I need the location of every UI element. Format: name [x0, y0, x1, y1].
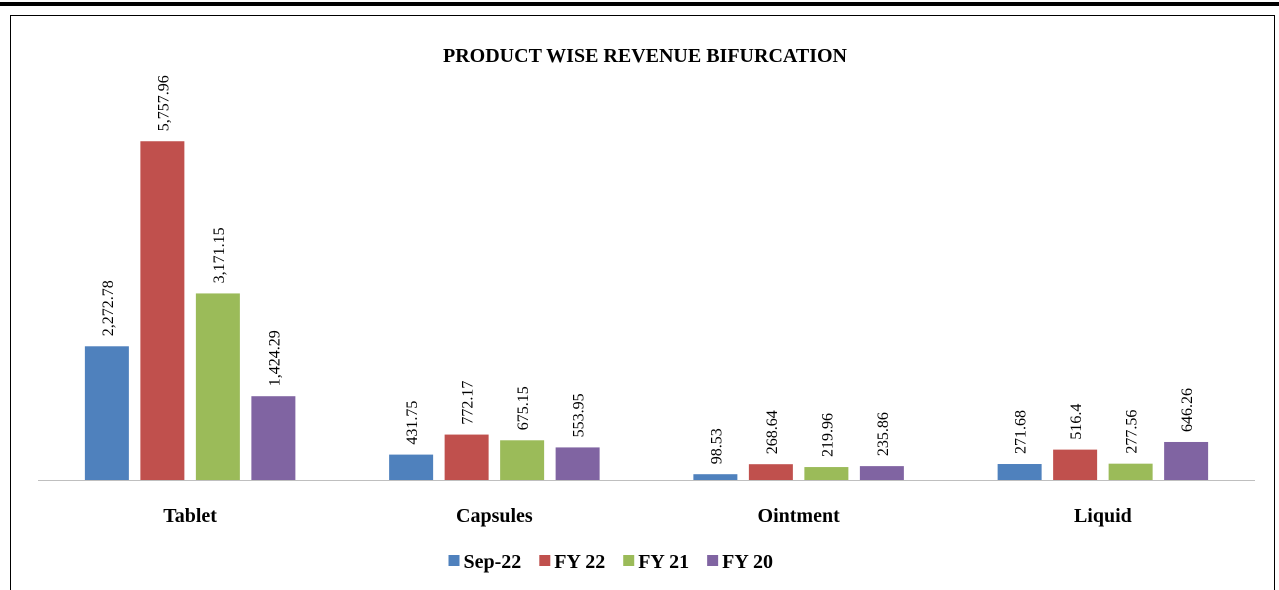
- legend-swatch: [448, 555, 460, 566]
- legend-label: Sep-22: [464, 551, 522, 573]
- bar: [251, 396, 296, 480]
- bar: [500, 440, 545, 480]
- x-tick-label: Tablet: [163, 505, 217, 527]
- data-label: 772.17: [460, 381, 477, 425]
- bar: [1164, 441, 1209, 480]
- x-tick-label: Liquid: [1074, 505, 1132, 527]
- bar: [1108, 463, 1153, 480]
- bar: [140, 141, 185, 480]
- top-rule: [0, 2, 1279, 6]
- legend-label: FY 20: [722, 551, 773, 573]
- data-label: 219.96: [819, 413, 836, 457]
- data-label: 271.68: [1013, 410, 1030, 454]
- legend-label: FY 21: [638, 551, 689, 573]
- bar: [859, 466, 904, 480]
- frame: [10, 15, 1275, 590]
- data-label: 675.15: [515, 386, 532, 430]
- legend-swatch: [707, 555, 719, 566]
- chart-title: PRODUCT WISE REVENUE BIFURCATION: [443, 45, 848, 67]
- x-tick-label: Capsules: [456, 505, 533, 527]
- bar: [444, 434, 489, 480]
- data-label: 1,424.29: [266, 330, 283, 386]
- data-label: 516.4: [1068, 404, 1085, 440]
- bar: [195, 293, 240, 480]
- bar: [804, 467, 849, 480]
- data-label: 235.86: [875, 412, 892, 456]
- legend-label: FY 22: [554, 551, 605, 573]
- data-label: 98.53: [708, 428, 725, 464]
- x-tick-label: Ointment: [758, 505, 841, 527]
- data-label: 553.95: [571, 393, 588, 437]
- bar: [997, 464, 1042, 480]
- legend-swatch: [623, 555, 635, 566]
- bar: [748, 464, 793, 480]
- data-label: 277.56: [1124, 410, 1141, 454]
- data-label: 268.64: [764, 410, 781, 454]
- data-label: 646.26: [1179, 388, 1196, 432]
- bar: [555, 447, 600, 480]
- bar: [693, 474, 738, 480]
- data-label: 2,272.78: [100, 280, 117, 336]
- data-label: 3,171.15: [211, 227, 228, 283]
- bar: [1053, 449, 1098, 480]
- data-label: 431.75: [404, 401, 421, 445]
- legend-swatch: [539, 555, 551, 566]
- data-label: 5,757.96: [155, 75, 172, 131]
- bar: [389, 454, 434, 480]
- bar: [84, 346, 129, 480]
